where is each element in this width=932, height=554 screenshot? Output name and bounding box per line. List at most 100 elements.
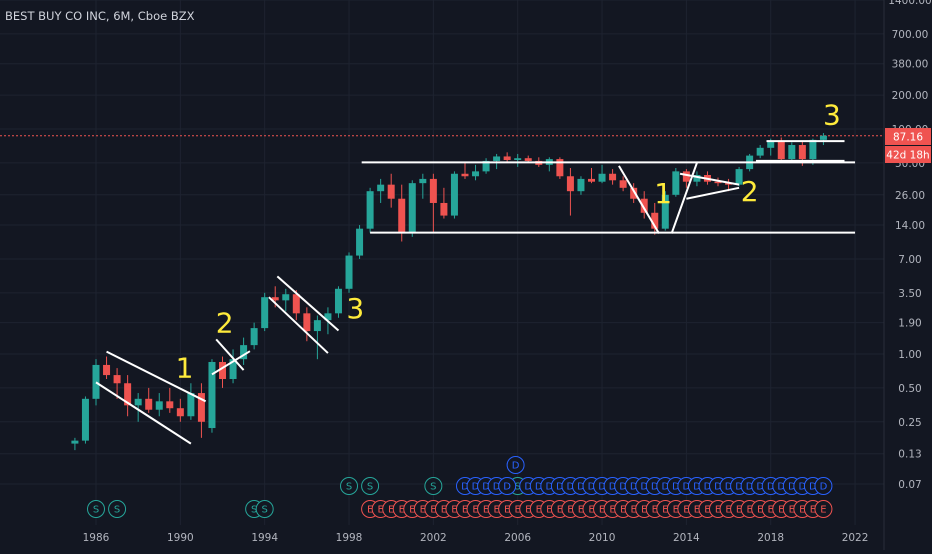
earnings-marker-letter: E xyxy=(399,505,405,516)
candle-body xyxy=(514,158,522,161)
earnings-marker-letter: E xyxy=(493,505,499,516)
candle-body xyxy=(429,178,437,203)
y-tick-label: 1400.00 xyxy=(888,0,931,7)
candle xyxy=(229,349,237,384)
candle xyxy=(366,187,374,233)
candle xyxy=(819,133,827,146)
candle xyxy=(282,288,290,312)
candle-body xyxy=(419,178,427,184)
candle-body xyxy=(81,398,89,441)
candle-body xyxy=(387,184,395,199)
earnings-marker-letter: E xyxy=(704,505,710,516)
candle xyxy=(208,359,216,433)
candle-body xyxy=(493,156,501,161)
earnings-marker: E xyxy=(814,500,833,518)
candle-body xyxy=(229,359,237,380)
dividend-marker-letter: D xyxy=(777,482,785,493)
x-tick-label: 2006 xyxy=(504,532,531,544)
y-tick-label: 7.00 xyxy=(898,254,921,266)
earnings-marker-letter: E xyxy=(483,505,489,516)
earnings-marker-letter: E xyxy=(662,505,668,516)
earnings-marker-letter: E xyxy=(557,505,563,516)
dividend-marker-letter: D xyxy=(493,482,501,493)
candle xyxy=(556,157,564,179)
split-marker-letter: S xyxy=(93,505,99,516)
candle xyxy=(419,173,427,199)
candle-body xyxy=(282,294,290,301)
candle-body xyxy=(577,178,585,192)
candle-body xyxy=(134,398,142,406)
dividend-marker-letter: D xyxy=(746,482,754,493)
candle xyxy=(503,152,511,163)
earnings-marker-letter: E xyxy=(768,505,774,516)
earnings-marker-letter: E xyxy=(367,505,373,516)
candle xyxy=(176,398,184,422)
candle xyxy=(345,252,353,293)
earnings-marker-letter: E xyxy=(641,505,647,516)
dividend-marker-circle xyxy=(814,477,833,495)
dividend-marker-letter: D xyxy=(820,482,828,493)
candle xyxy=(619,176,627,192)
earnings-marker-letter: E xyxy=(515,505,521,516)
split-marker-circle xyxy=(361,477,380,495)
earnings-marker-letter: E xyxy=(599,505,605,516)
wave-label: 2 xyxy=(216,307,234,340)
split-marker-letter: S xyxy=(367,482,373,493)
earnings-marker-letter: E xyxy=(609,505,615,516)
price-badge: 87.16 42d 18h xyxy=(885,128,931,163)
trendline xyxy=(215,338,245,371)
candle-body xyxy=(587,178,595,182)
candle xyxy=(461,162,469,179)
y-tick-label: 26.00 xyxy=(895,190,925,202)
dividend-marker-letter: D xyxy=(619,482,627,493)
split-marker: S xyxy=(361,477,380,495)
wave-label: 3 xyxy=(346,292,364,325)
earnings-marker-letter: E xyxy=(578,505,584,516)
candle xyxy=(587,167,595,184)
candle-body xyxy=(640,198,648,213)
earnings-marker-letter: E xyxy=(631,505,637,516)
earnings-marker-letter: E xyxy=(451,505,457,516)
candle-body xyxy=(145,398,153,410)
dividend-marker: D xyxy=(506,456,525,474)
y-tick-label: 0.50 xyxy=(898,383,921,395)
candle xyxy=(113,368,121,399)
earnings-marker-letter: E xyxy=(409,505,415,516)
candle-body xyxy=(461,173,469,177)
x-tick-label: 2010 xyxy=(589,532,616,544)
time-axis[interactable]: 1986 1990 1994 1998 2002 2006 2010 2014 2018 2022 xyxy=(83,532,869,544)
x-tick-label: 2002 xyxy=(420,532,447,544)
chart-title: BEST BUY CO INC, 6M, Cboe BZX xyxy=(5,9,195,23)
earnings-marker-letter: E xyxy=(789,505,795,516)
earnings-marker-letter: E xyxy=(536,505,542,516)
y-tick-label: 0.13 xyxy=(898,449,921,461)
x-tick-label: 1998 xyxy=(336,532,363,544)
earnings-marker-letter: E xyxy=(746,505,752,516)
candle-body xyxy=(767,141,775,148)
dividend-marker-letter: D xyxy=(788,482,796,493)
earnings-marker-letter: E xyxy=(504,505,510,516)
candle-body xyxy=(71,440,79,444)
candle xyxy=(303,307,311,342)
dividend-marker-letter: D xyxy=(503,482,511,493)
candle-body xyxy=(103,364,111,376)
x-tick-label: 1986 xyxy=(83,532,110,544)
candle xyxy=(81,396,89,444)
candle-body xyxy=(345,255,353,289)
split-marker-circle xyxy=(340,477,359,495)
dividend-marker-letter: D xyxy=(798,482,806,493)
candle-body xyxy=(503,156,511,161)
candle xyxy=(71,437,79,451)
split-marker-letter: S xyxy=(114,505,120,516)
candle-body xyxy=(166,401,174,409)
candle xyxy=(429,173,437,233)
candle-body xyxy=(303,313,311,332)
candle-body xyxy=(598,173,606,182)
earnings-marker-letter: E xyxy=(820,505,826,516)
dividend-marker-letter: D xyxy=(598,482,606,493)
dividend-marker-letter: D xyxy=(767,482,775,493)
candle xyxy=(661,191,669,231)
